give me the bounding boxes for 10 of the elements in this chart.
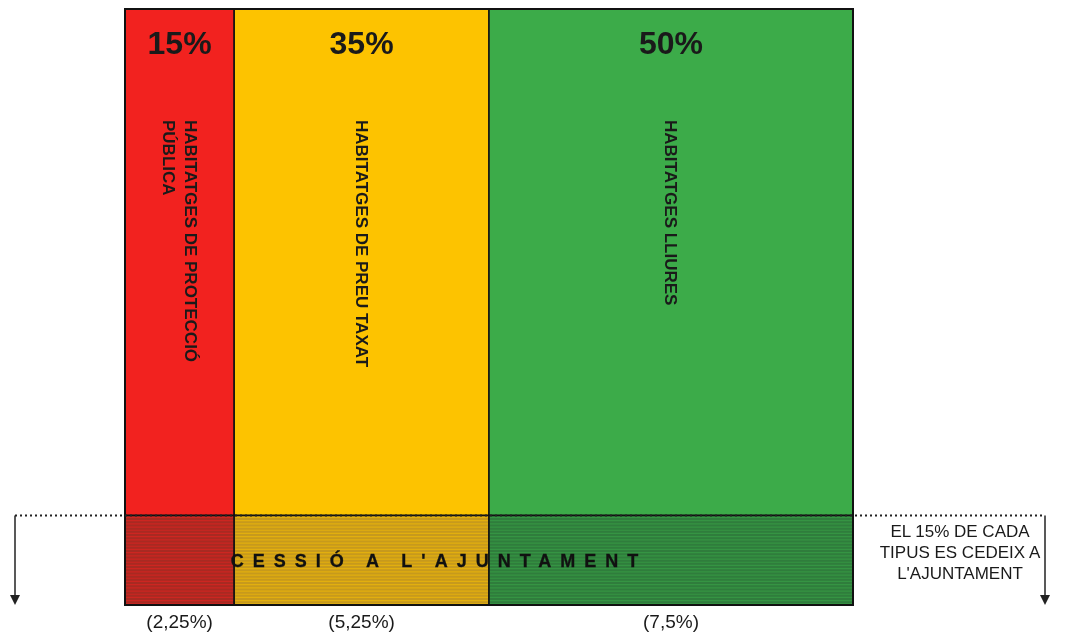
text: EL 15% DE CADA TIPUS ES CEDEIX A L'AJUNTAMENT: [879, 522, 1041, 584]
data-label: (5,25%): [328, 611, 395, 632]
category-label: HABITATGES LLIURES: [661, 120, 680, 306]
data-label: 15%: [147, 25, 212, 61]
data-label: 35%: [329, 25, 394, 61]
data-label: (2,25%): [146, 611, 213, 632]
category-label: HABITATGES DE PROTECCIÓ PÚBLICA: [158, 120, 200, 363]
data-label: (7,5%): [643, 611, 699, 632]
category-label: HABITATGES DE PREU TAXAT: [351, 120, 371, 368]
data-label: 50%: [638, 25, 704, 61]
